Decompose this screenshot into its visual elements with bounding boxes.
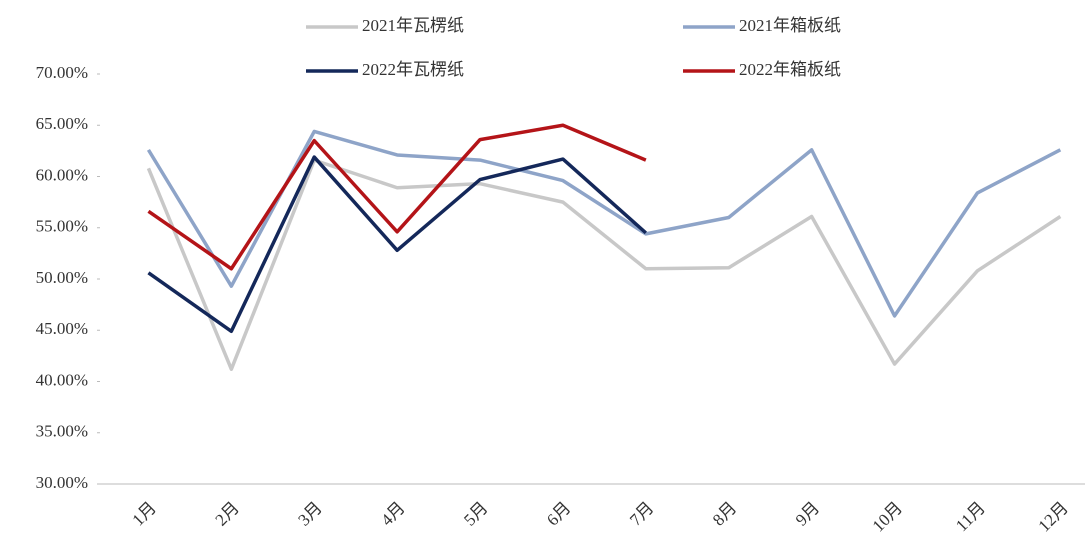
x-tick-label: 8月 [709,498,740,529]
x-tick-label: 9月 [792,498,823,529]
y-tick-label: 40.00% [36,370,88,389]
y-tick-label: 45.00% [36,319,88,338]
x-tick-label: 1月 [129,498,160,529]
x-tick-label: 2月 [211,498,242,529]
series-line [147,123,647,271]
legend-label: 2021年箱板纸 [739,16,841,35]
x-tick-label: 12月 [1034,498,1071,535]
y-tick-label: 50.00% [36,268,88,287]
series-line [146,158,1062,371]
legend-label: 2022年箱板纸 [739,60,841,79]
x-tick-label: 3月 [294,498,325,529]
y-tick-label: 35.00% [36,422,88,441]
x-tick-label: 6月 [543,498,574,529]
x-tick-label: 10月 [869,498,906,535]
series-line [147,155,648,334]
y-tick-label: 70.00% [36,63,88,82]
x-tick-label: 5月 [460,498,491,529]
x-tick-label: 4月 [377,498,408,529]
y-tick-label: 30.00% [36,473,88,492]
x-tick-label: 7月 [626,498,657,529]
legend-label: 2022年瓦楞纸 [362,60,464,79]
series-line [146,129,1062,318]
x-tick-label: 11月 [952,498,989,535]
legend-label: 2021年瓦楞纸 [362,16,464,35]
y-tick-label: 55.00% [36,217,88,236]
y-tick-label: 60.00% [36,165,88,184]
y-tick-label: 65.00% [36,114,88,133]
